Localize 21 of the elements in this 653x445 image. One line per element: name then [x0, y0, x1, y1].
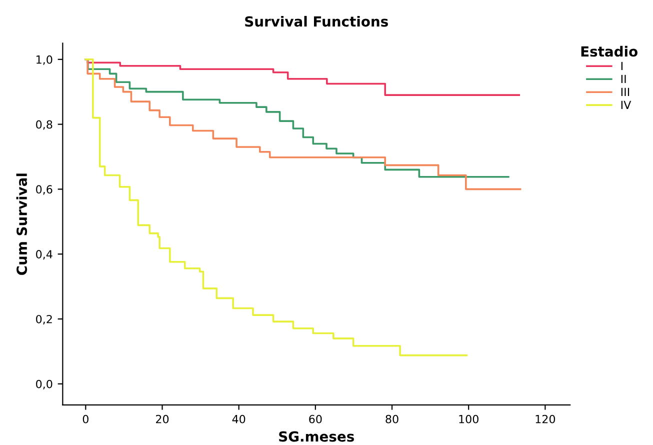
y-tick-label: 0,0: [36, 380, 52, 390]
legend-label: II: [621, 74, 626, 84]
x-tick-label: 120: [536, 414, 556, 424]
legend-label: IV: [621, 100, 632, 109]
chart-title: Survival Functions: [245, 16, 388, 27]
x-tick-label: 60: [309, 414, 322, 424]
y-tick-label: 0,6: [36, 185, 52, 195]
x-tick-label: 40: [232, 414, 246, 424]
x-tick-label: 20: [156, 414, 169, 424]
x-tick-label: 80: [386, 414, 398, 424]
y-tick-label: 0,2: [36, 314, 52, 324]
y-tick-label: 1,0: [36, 55, 52, 65]
x-tick-label: 0: [82, 414, 88, 424]
x-tick-label: 100: [459, 414, 478, 424]
legend-label: I: [621, 62, 622, 70]
legend-title: Estadio: [581, 46, 638, 57]
legend-label: III: [621, 88, 630, 96]
y-axis-title: Cum Survival: [16, 174, 28, 275]
y-tick-label: 0,8: [36, 120, 52, 130]
y-tick-label: 0,4: [36, 250, 52, 260]
x-axis-title: SG.meses: [279, 431, 354, 442]
